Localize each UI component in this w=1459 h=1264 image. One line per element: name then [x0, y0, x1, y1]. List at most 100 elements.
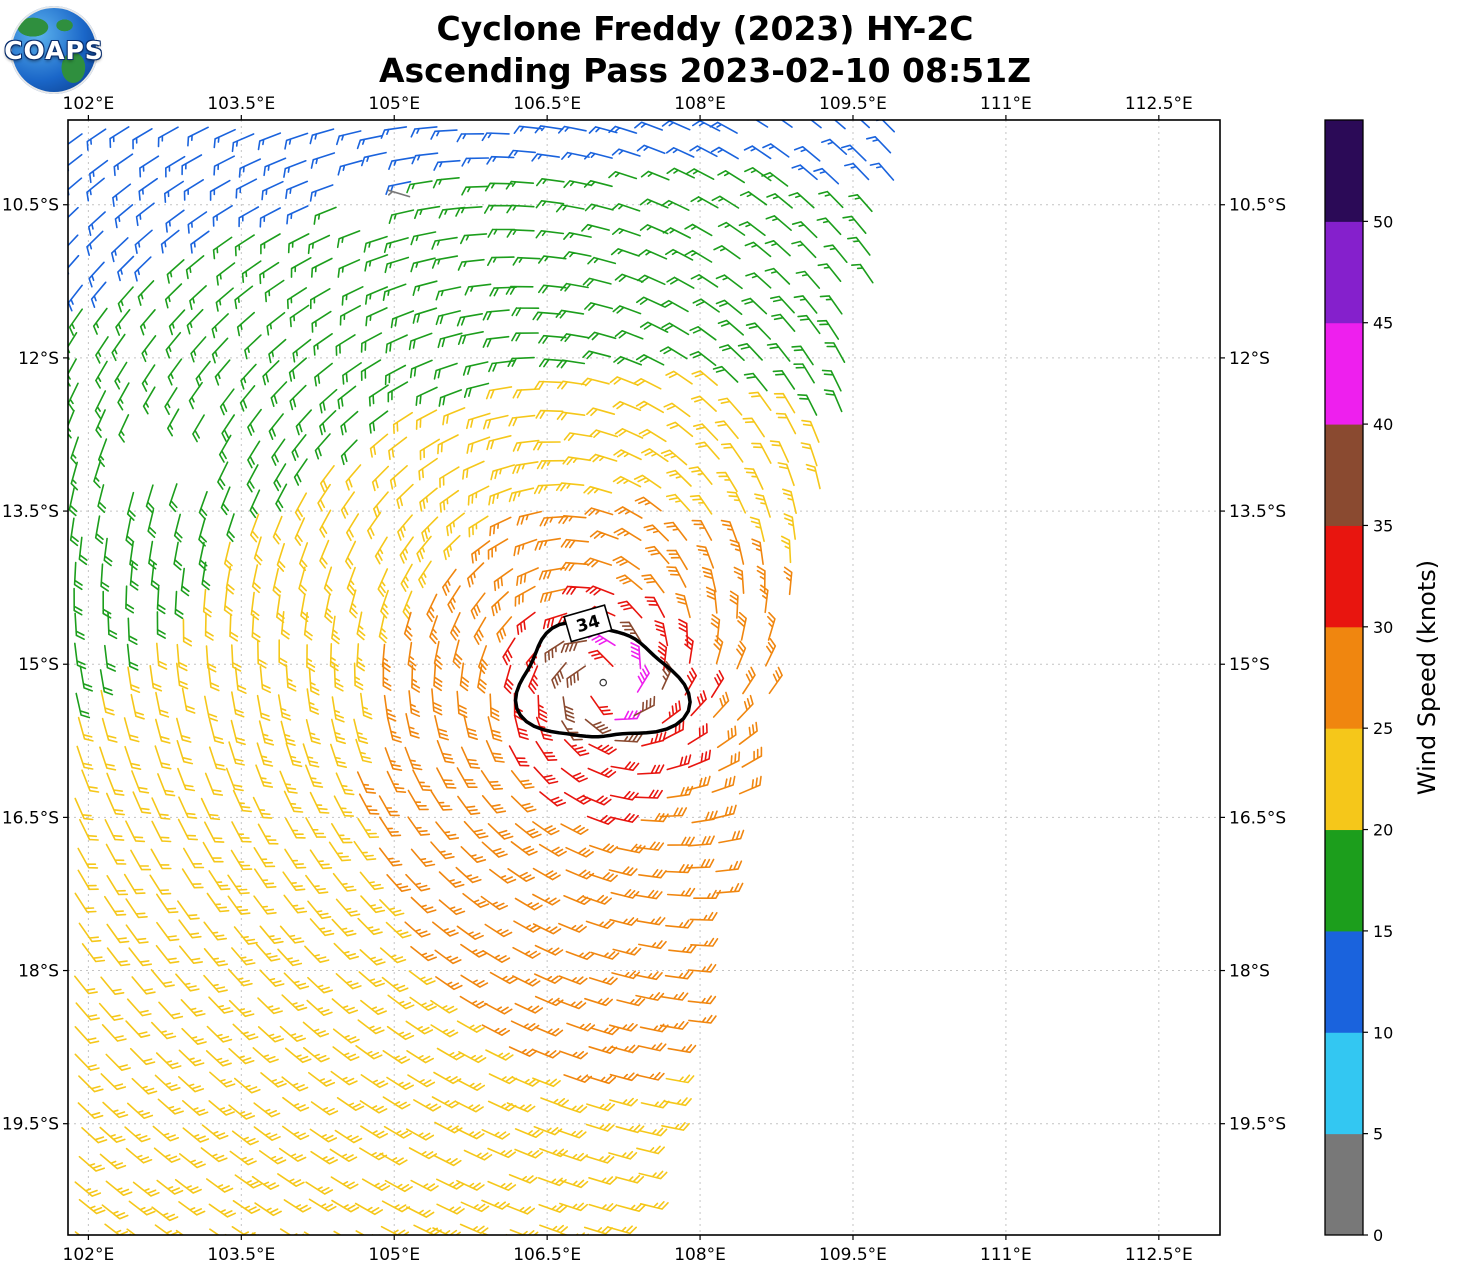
wind-barb [192, 414, 205, 443]
wind-barb [249, 489, 261, 519]
wind-barb [563, 895, 592, 905]
wind-barb [510, 795, 537, 813]
wind-barb [463, 382, 490, 398]
wind-barb [167, 408, 180, 437]
wind-barb [95, 409, 106, 438]
x-axis-tick-label-top: 109.5°E [819, 94, 887, 114]
wind-barb [666, 566, 687, 588]
wind-barb [128, 947, 152, 967]
wind-barb [664, 970, 694, 980]
wind-barb [511, 1076, 541, 1087]
wind-barb [239, 385, 256, 412]
wind-barb [150, 562, 160, 591]
wind-barb [419, 438, 440, 461]
wind-barb [740, 120, 769, 128]
wind-barb [178, 1076, 205, 1093]
wind-barb [584, 718, 612, 735]
wind-barb [234, 285, 254, 310]
y-axis-tick-label-right: 15°S [1229, 655, 1270, 675]
wind-barb [202, 588, 212, 618]
wind-barb [365, 286, 388, 305]
y-axis-tick-label-left: 10.5°S [2, 196, 59, 216]
wind-barb [165, 155, 186, 178]
wind-barb [102, 590, 112, 619]
wind-barb [460, 974, 489, 988]
wind-barb [258, 720, 275, 746]
wind-barb [154, 745, 172, 770]
wind-barb [514, 585, 536, 607]
wind-barb [388, 209, 415, 224]
wind-barb [433, 362, 458, 380]
wind-barb [328, 841, 352, 862]
wind-barb [742, 417, 765, 438]
wind-barb [511, 307, 540, 317]
wind-barb [481, 132, 510, 142]
wind-barb [81, 943, 106, 963]
wind-barb [361, 1178, 391, 1191]
wind-barb [211, 337, 229, 364]
wind-barb [805, 463, 821, 490]
wind-barb [101, 717, 118, 743]
wind-barb [433, 662, 443, 692]
wind-barb [484, 1002, 513, 1015]
wind-barb [349, 589, 358, 619]
wind-barb [187, 211, 208, 234]
wind-barb [157, 1098, 184, 1115]
wind-barb [190, 230, 210, 254]
wind-barb [534, 973, 563, 984]
wind-barb [538, 255, 567, 264]
wind-barb [209, 1071, 236, 1088]
wind-barb [438, 206, 466, 219]
wind-barb [695, 441, 720, 460]
wind-barb [797, 314, 821, 335]
wind-barb [75, 692, 91, 719]
wind-barb [457, 331, 484, 345]
wind-barb [262, 360, 280, 386]
wind-barb [613, 527, 642, 541]
wind-barb [309, 918, 335, 937]
wind-barb [452, 639, 463, 669]
wind-barb [104, 1223, 132, 1235]
wind-barb [692, 298, 720, 313]
wind-barb [461, 157, 490, 167]
wind-barb [379, 947, 407, 964]
wind-barb [638, 249, 668, 260]
wind-barb [434, 949, 462, 965]
wind-barb [717, 397, 743, 416]
wind-barb [645, 545, 670, 565]
wind-barb [533, 441, 561, 451]
wind-barb [337, 385, 357, 410]
wind-barb [100, 976, 125, 995]
wind-barb [74, 892, 97, 913]
wind-barb [123, 873, 146, 895]
wind-barb [684, 249, 713, 263]
wind-barb [688, 1014, 717, 1024]
wind-barb [431, 1096, 460, 1109]
wind-barb [432, 921, 459, 937]
wind-barb [384, 364, 407, 386]
wind-barb [614, 710, 642, 721]
wind-barb [157, 773, 176, 797]
wind-barb [289, 384, 307, 411]
wind-barb [251, 613, 261, 643]
wind-barb [410, 231, 437, 246]
y-axis-tick-label-right: 12°S [1229, 349, 1270, 369]
wind-barb [460, 1201, 490, 1213]
wind-barb [381, 1200, 411, 1213]
wind-barb [205, 1050, 232, 1067]
wind-barb [412, 280, 438, 296]
wind-barb [339, 305, 361, 326]
wind-barb [692, 120, 721, 132]
wind-barb [687, 995, 717, 1005]
wind-barb [610, 813, 639, 823]
wind-barb [560, 538, 590, 549]
wind-barb [583, 180, 613, 188]
wind-barb [142, 386, 156, 415]
wind-barb [456, 767, 478, 788]
wind-barb [207, 664, 220, 692]
wind-barb [335, 973, 362, 990]
wind-barb [661, 120, 691, 131]
wind-barb [155, 691, 170, 718]
wind-barb [201, 1124, 229, 1140]
wind-barb [307, 234, 331, 255]
